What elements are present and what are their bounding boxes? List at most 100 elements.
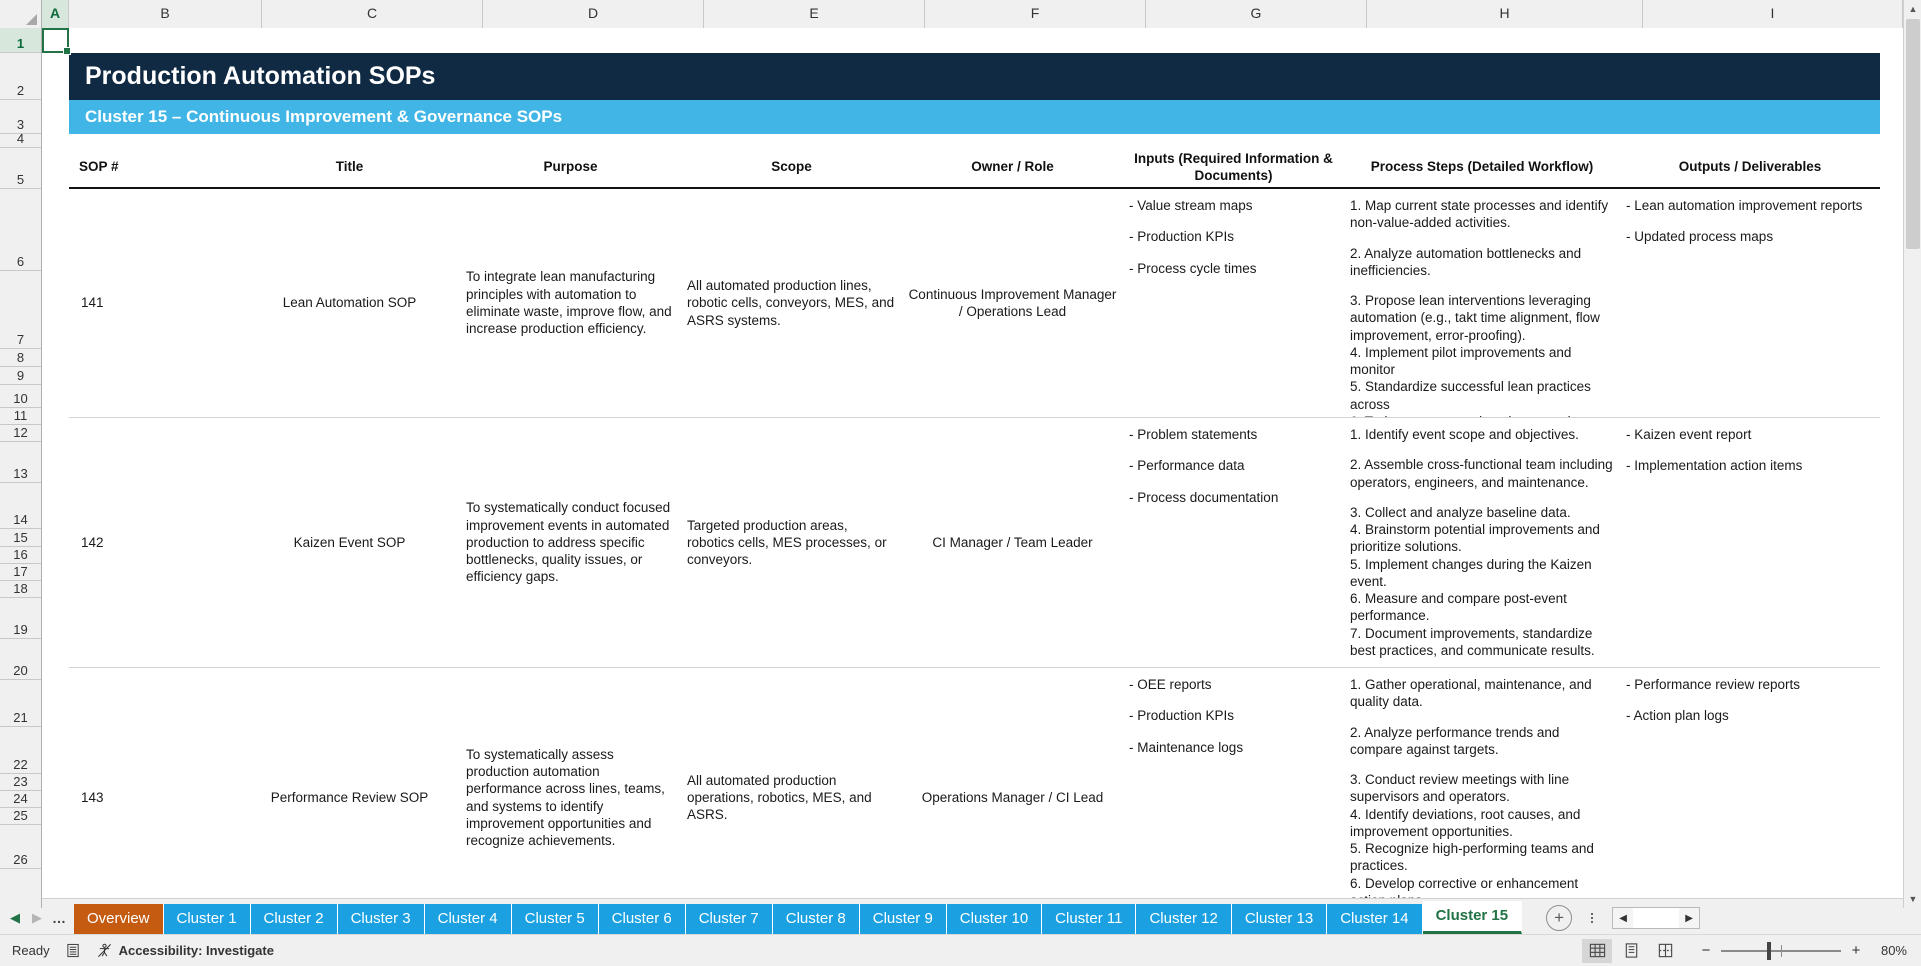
column-header-I[interactable]: I [1643, 0, 1903, 28]
zoom-control[interactable]: − + 80% [1700, 941, 1907, 960]
cell-scope[interactable]: All automated production operations, rob… [687, 772, 872, 823]
row-header-12[interactable]: 12 [0, 425, 41, 442]
row-header-14[interactable]: 14 [0, 483, 41, 529]
zoom-percentage[interactable]: 80% [1880, 943, 1907, 958]
row-header-1[interactable]: 1 [0, 28, 41, 53]
column-header-C[interactable]: C [262, 0, 483, 28]
cell-purpose[interactable]: To systematically assess production auto… [466, 746, 665, 849]
recording-macro-icon[interactable] [66, 943, 81, 958]
horizontal-scrollbar[interactable]: ◀ ▶ [1612, 907, 1701, 929]
hscroll-track[interactable] [1633, 908, 1680, 928]
page-break-preview-icon[interactable] [1650, 939, 1680, 963]
cell-inputs[interactable]: - OEE reports - Production KPIs - Maintena… [1123, 668, 1344, 908]
sheet-tab-cluster-14[interactable]: Cluster 14 [1327, 904, 1423, 934]
column-header-F[interactable]: F [925, 0, 1146, 28]
hscroll-right-icon[interactable]: ▶ [1685, 912, 1693, 924]
row-header-17[interactable]: 17 [0, 564, 41, 581]
cell-process-steps[interactable]: 1. Identify event scope and objectives. 2… [1344, 418, 1620, 667]
row-header-19[interactable]: 19 [0, 598, 41, 639]
sheet-tab-cluster-1[interactable]: Cluster 1 [163, 904, 251, 934]
cell-outputs[interactable]: - Lean automation improvement reports - U… [1620, 189, 1880, 417]
table-row[interactable]: 142 Kaizen Event SOP To systematically con… [69, 418, 1880, 668]
sheet-tab-cluster-5[interactable]: Cluster 5 [511, 904, 599, 934]
column-header-H[interactable]: H [1367, 0, 1643, 28]
accessibility-status[interactable]: Accessibility: Investigate [97, 943, 274, 958]
cell-purpose[interactable]: To systematically conduct focused improv… [466, 500, 671, 585]
tab-overflow-ellipsis[interactable]: … [52, 910, 66, 926]
sheet-tab-cluster-11[interactable]: Cluster 11 [1042, 904, 1137, 934]
row-header-24[interactable]: 24 [0, 791, 41, 808]
cell-sop-number[interactable]: 141 [81, 295, 104, 311]
active-cell-a1[interactable] [42, 28, 71, 55]
vertical-scrollbar[interactable]: ▲ ▼ [1903, 0, 1921, 908]
cell-purpose[interactable]: To integrate lean manufacturing principl… [466, 269, 672, 337]
row-header-18[interactable]: 18 [0, 581, 41, 598]
cell-scope[interactable]: All automated production lines, robotic … [687, 278, 895, 328]
table-row[interactable]: 141 Lean Automation SOP To integrate lean … [69, 189, 1880, 418]
zoom-slider[interactable] [1721, 941, 1841, 960]
zoom-slider-thumb[interactable] [1767, 941, 1771, 960]
cell-title[interactable]: Lean Automation SOP [282, 295, 417, 311]
sheet-tab-overview[interactable]: Overview [74, 904, 164, 934]
cell-process-steps[interactable]: 1. Map current state processes and ident… [1344, 189, 1620, 417]
cell-title[interactable]: Performance Review SOP [270, 789, 429, 805]
cell-outputs[interactable]: - Performance review reports - Action pla… [1620, 668, 1880, 908]
row-header-9[interactable]: 9 [0, 367, 41, 385]
worksheet-grid[interactable]: Production Automation SOPs Cluster 15 – … [42, 28, 1905, 908]
add-sheet-button[interactable]: + [1546, 905, 1573, 931]
row-header-8[interactable]: 8 [0, 349, 41, 367]
column-header-E[interactable]: E [704, 0, 925, 28]
normal-view-icon[interactable] [1582, 938, 1612, 963]
tab-next-icon[interactable]: ▶ [32, 910, 42, 925]
hscroll-left-icon[interactable]: ◀ [1619, 912, 1627, 924]
row-header-22[interactable]: 22 [0, 727, 41, 774]
vertical-scroll-thumb[interactable] [1906, 19, 1920, 249]
row-header-25[interactable]: 25 [0, 808, 41, 825]
cell-inputs[interactable]: - Problem statements - Performance data - … [1123, 418, 1344, 667]
sheet-tab-cluster-13[interactable]: Cluster 13 [1231, 904, 1328, 934]
column-header-G[interactable]: G [1146, 0, 1367, 28]
column-header-B[interactable]: B [69, 0, 262, 28]
sheet-tab-cluster-4[interactable]: Cluster 4 [424, 904, 512, 934]
cell-inputs[interactable]: - Value stream maps - Production KPIs - Pr… [1123, 189, 1344, 417]
row-header-13[interactable]: 13 [0, 442, 41, 483]
row-header-3[interactable]: 3 [0, 100, 41, 134]
tab-prev-icon[interactable]: ◀ [10, 910, 20, 925]
row-header-20[interactable]: 20 [0, 639, 41, 680]
select-all-corner[interactable] [0, 0, 42, 28]
sheet-tab-cluster-9[interactable]: Cluster 9 [859, 904, 947, 934]
sheet-tab-cluster-10[interactable]: Cluster 10 [946, 904, 1043, 934]
row-header-2[interactable]: 2 [0, 53, 41, 100]
sheet-tab-cluster-7[interactable]: Cluster 7 [685, 904, 773, 934]
sheet-tab-cluster-2[interactable]: Cluster 2 [250, 904, 338, 934]
cell-sop-number[interactable]: 142 [81, 534, 104, 550]
row-header-11[interactable]: 11 [0, 408, 41, 425]
cell-sop-number[interactable]: 143 [81, 789, 104, 805]
tab-options-icon[interactable] [1584, 905, 1600, 931]
sheet-tab-cluster-3[interactable]: Cluster 3 [337, 904, 425, 934]
sheet-tab-cluster-12[interactable]: Cluster 12 [1136, 904, 1232, 934]
row-header-16[interactable]: 16 [0, 547, 41, 564]
row-header-21[interactable]: 21 [0, 680, 41, 727]
scroll-down-icon[interactable]: ▼ [1904, 890, 1921, 908]
cell-scope[interactable]: Targeted production areas, robotics cell… [687, 517, 887, 568]
cell-owner-role[interactable]: CI Manager / Team Leader [932, 534, 1093, 550]
sheet-tab-cluster-8[interactable]: Cluster 8 [772, 904, 860, 934]
row-header-26[interactable]: 26 [0, 825, 41, 869]
sheet-tab-cluster-6[interactable]: Cluster 6 [598, 904, 686, 934]
page-layout-view-icon[interactable] [1616, 939, 1646, 963]
zoom-in-button[interactable]: + [1851, 942, 1861, 959]
row-header-10[interactable]: 10 [0, 385, 41, 408]
cell-title[interactable]: Kaizen Event SOP [293, 534, 406, 550]
scroll-up-icon[interactable]: ▲ [1904, 0, 1921, 18]
cell-owner-role[interactable]: Operations Manager / CI Lead [921, 789, 1104, 805]
row-header-6[interactable]: 6 [0, 189, 41, 271]
row-header-7[interactable]: 7 [0, 271, 41, 349]
row-header-23[interactable]: 23 [0, 774, 41, 791]
table-row[interactable]: 143 Performance Review SOP To systematical… [69, 668, 1880, 908]
zoom-out-button[interactable]: − [1701, 942, 1711, 959]
row-header-4[interactable]: 4 [0, 131, 41, 148]
cell-process-steps[interactable]: 1. Gather operational, maintenance, and … [1344, 668, 1620, 908]
row-header-5[interactable]: 5 [0, 148, 41, 189]
column-header-D[interactable]: D [483, 0, 704, 28]
